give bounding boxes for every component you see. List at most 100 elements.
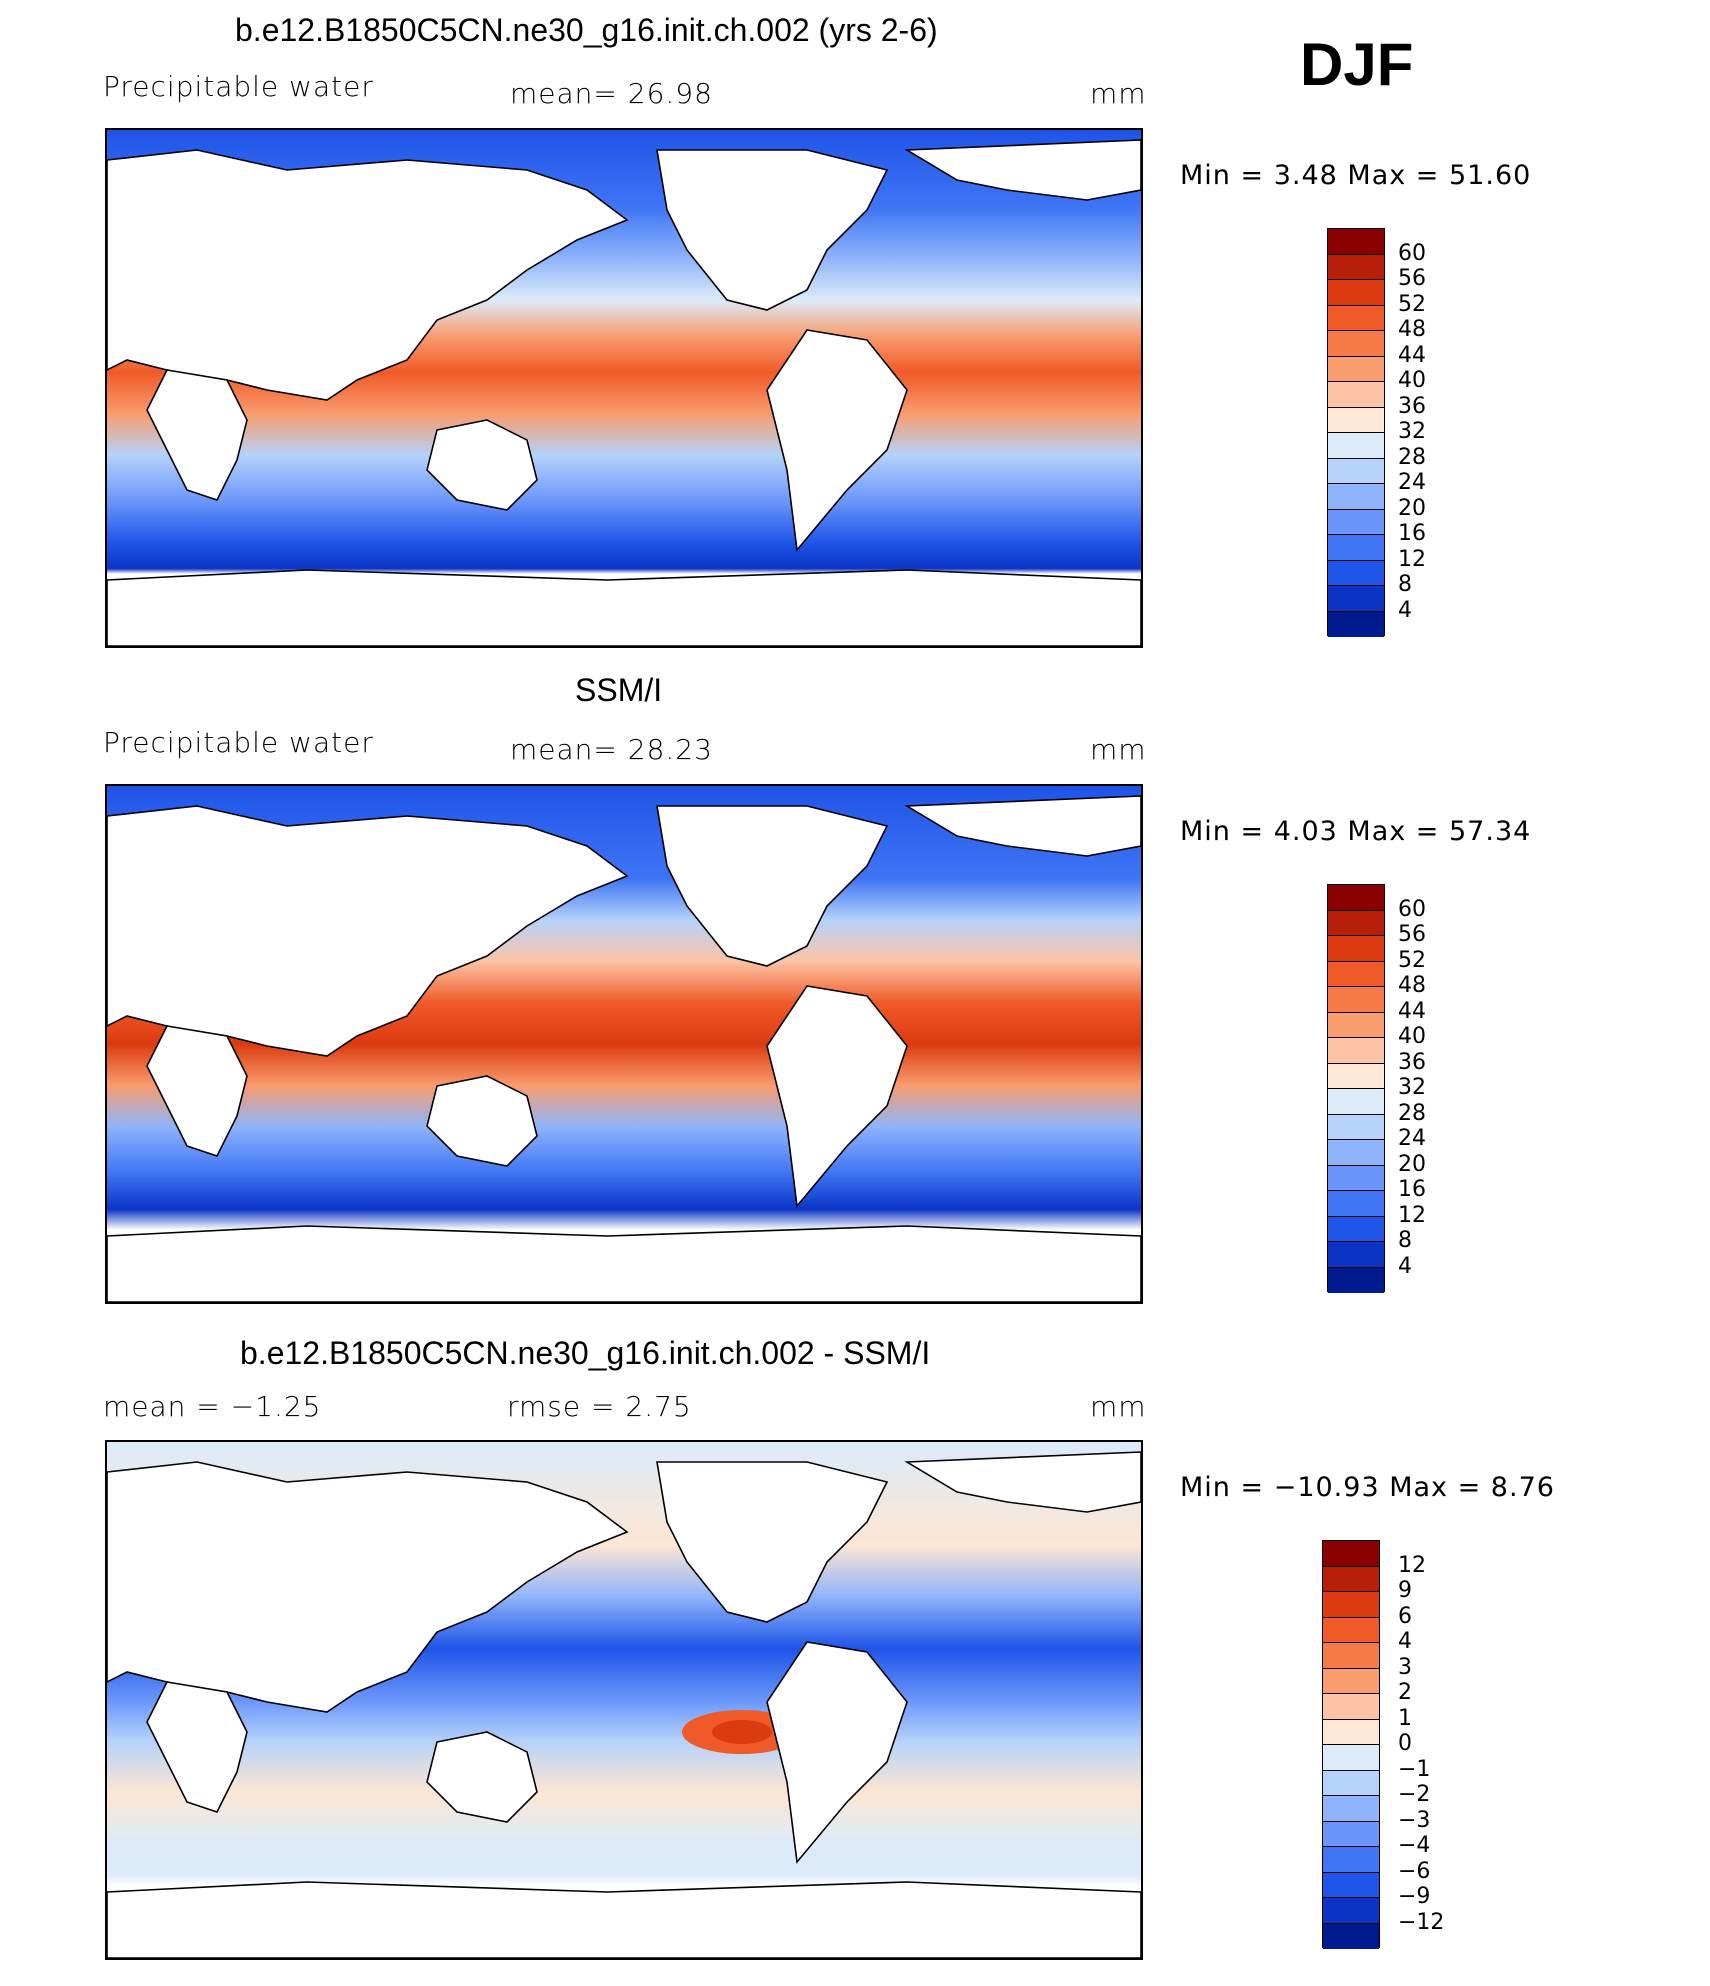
panel-2-map-svg	[107, 786, 1141, 1302]
panel-1-colorbar-swatch	[1328, 331, 1384, 357]
panel-1-minmax: Min = 3.48 Max = 51.60	[1180, 160, 1532, 191]
panel-1-colorbar-swatch	[1328, 560, 1384, 586]
panel-2-colorbar-swatch	[1328, 1038, 1384, 1064]
panel-3-mean-label: mean = −1.25	[103, 1390, 322, 1423]
panel-1-colorbar-swatch	[1328, 280, 1384, 306]
panel-3-colorbar-swatch	[1323, 1541, 1379, 1567]
panel-3-colorbar-tick-label: −9	[1398, 1884, 1431, 1909]
panel-1-map-svg	[107, 130, 1141, 646]
season-label: DJF	[1300, 31, 1414, 98]
panel-1-colorbar-swatch	[1328, 433, 1384, 459]
panel-2-colorbar-tick-label: 40	[1398, 1024, 1426, 1049]
panel-3-units-label: mm	[1090, 1390, 1147, 1423]
panel-2-colorbar-tick-label: 60	[1398, 896, 1426, 922]
panel-1-colorbar-swatch	[1328, 382, 1384, 408]
panel-1-colorbar	[1327, 228, 1385, 637]
panel-2-colorbar-swatch	[1328, 910, 1384, 936]
panel-1-colorbar-swatch	[1328, 586, 1384, 612]
panel-3-title: b.e12.B1850C5CN.ne30_g16.init.ch.002 - S…	[240, 1335, 931, 1371]
panel-1-colorbar-tick-label: 36	[1398, 393, 1426, 419]
panel-3-colorbar-tick-label: −1	[1398, 1756, 1431, 1782]
panel-1-colorbar-tick-label: 8	[1398, 572, 1412, 597]
panel-1-colorbar-tick-label: 32	[1398, 419, 1426, 444]
panel-2-units-label: mm	[1090, 733, 1147, 766]
panel-1-colorbar-tick-label: 12	[1398, 546, 1426, 572]
panel-1-colorbar-swatch	[1328, 305, 1384, 331]
panel-2-colorbar-swatch	[1328, 1012, 1384, 1038]
panel-2-colorbar-tick-label: 48	[1398, 973, 1426, 998]
panel-3-colorbar-swatch	[1323, 1796, 1379, 1822]
panel-3-colorbar-tick-label: −3	[1398, 1807, 1431, 1833]
panel-3-colorbar-swatch	[1323, 1719, 1379, 1745]
panel-1-colorbar-tick-label: 60	[1398, 240, 1426, 266]
panel-3-colorbar-tick-label: −12	[1398, 1909, 1445, 1935]
panel-2-title: SSM/I	[575, 672, 663, 708]
panel-3-colorbar-tick-label: 12	[1398, 1552, 1426, 1578]
panel-2-colorbar-swatch	[1328, 1063, 1384, 1089]
panel-3-colorbar-tick-label: 0	[1398, 1731, 1412, 1756]
panel-2-colorbar-tick-label: 4	[1398, 1253, 1412, 1279]
panel-2-colorbar-swatch	[1328, 1242, 1384, 1268]
panel-3-anomaly-core	[712, 1720, 772, 1744]
panel-1-variable-label: Precipitable water	[103, 70, 374, 103]
panel-1-colorbar-tick-label: 56	[1398, 266, 1426, 291]
panel-1-continents	[107, 139, 1141, 646]
panel-2-map	[105, 784, 1143, 1304]
panel-3-colorbar	[1322, 1540, 1380, 1949]
panel-1-colorbar-ticks: 60 56 52 48 44 40 36 32 28 24 20 16 12 8 4	[1398, 228, 1458, 636]
panel-2-colorbar-swatch	[1328, 1165, 1384, 1191]
panel-3-colorbar-swatch	[1323, 1617, 1379, 1643]
panel-3-colorbar-tick-label: 1	[1398, 1705, 1412, 1731]
panel-2-colorbar-tick-label: 36	[1398, 1049, 1426, 1075]
panel-2-colorbar-swatch	[1328, 885, 1384, 911]
panel-1-colorbar-tick-label: 16	[1398, 521, 1426, 546]
panel-2-colorbar	[1327, 884, 1385, 1293]
panel-2-colorbar-tick-label: 56	[1398, 922, 1426, 947]
panel-3-colorbar-tick-label: 4	[1398, 1629, 1412, 1654]
panel-1-colorbar-tick-label: 28	[1398, 444, 1426, 470]
panel-3-colorbar-swatch	[1323, 1847, 1379, 1873]
panel-1-colorbar-tick-label: 40	[1398, 368, 1426, 393]
panel-3-colorbar-swatch	[1323, 1668, 1379, 1694]
panel-1-colorbar-swatch	[1328, 254, 1384, 280]
panel-1-colorbar-tick-label: 52	[1398, 291, 1426, 317]
panel-1-colorbar-swatch	[1328, 484, 1384, 510]
panel-2-colorbar-tick-label: 32	[1398, 1075, 1426, 1100]
panel-2-colorbar-tick-label: 44	[1398, 998, 1426, 1024]
panel-3-colorbar-tick-label: 9	[1398, 1578, 1412, 1603]
panel-1-colorbar-tick-label: 44	[1398, 342, 1426, 368]
panel-2-colorbar-swatch	[1328, 961, 1384, 987]
panel-3-colorbar-swatch	[1323, 1694, 1379, 1720]
panel-1-colorbar-tick-label: 20	[1398, 495, 1426, 521]
panel-3-colorbar-swatch	[1323, 1592, 1379, 1618]
panel-3-map	[105, 1440, 1143, 1960]
panel-3-rmse-label: rmse = 2.75	[507, 1390, 692, 1423]
panel-2-colorbar-swatch	[1328, 1191, 1384, 1217]
panel-3-continents	[107, 1451, 1141, 1958]
panel-1-colorbar-swatch	[1328, 407, 1384, 433]
panel-1-colorbar-swatch	[1328, 535, 1384, 561]
panel-3-colorbar-swatch	[1323, 1872, 1379, 1898]
panel-3-colorbar-tick-label: −4	[1398, 1833, 1431, 1858]
panel-2-colorbar-swatch	[1328, 1140, 1384, 1166]
panel-3-colorbar-tick-label: −2	[1398, 1782, 1431, 1807]
panel-3-colorbar-tick-label: 2	[1398, 1680, 1412, 1705]
panel-2-colorbar-tick-label: 52	[1398, 947, 1426, 973]
panel-1-colorbar-swatch	[1328, 611, 1384, 637]
panel-3-colorbar-tick-label: 6	[1398, 1603, 1412, 1629]
panel-3-colorbar-swatch	[1323, 1821, 1379, 1847]
panel-3-minmax: Min = −10.93 Max = 8.76	[1180, 1472, 1555, 1503]
panel-2-variable-label: Precipitable water	[103, 726, 374, 759]
panel-2-colorbar-tick-label: 28	[1398, 1100, 1426, 1126]
panel-3-colorbar-swatch	[1323, 1898, 1379, 1924]
panel-3-colorbar-tick-label: 3	[1398, 1654, 1412, 1680]
panel-1-colorbar-swatch	[1328, 458, 1384, 484]
panel-3-colorbar-swatch	[1323, 1566, 1379, 1592]
panel-2-colorbar-tick-label: 16	[1398, 1177, 1426, 1202]
panel-3-colorbar-swatch	[1323, 1745, 1379, 1771]
panel-1-colorbar-tick-label: 4	[1398, 597, 1412, 623]
panel-1-mean-label: mean= 26.98	[510, 77, 713, 110]
panel-2-colorbar-swatch	[1328, 1114, 1384, 1140]
panel-2-minmax: Min = 4.03 Max = 57.34	[1180, 816, 1532, 847]
panel-1-colorbar-tick-label: 48	[1398, 317, 1426, 342]
